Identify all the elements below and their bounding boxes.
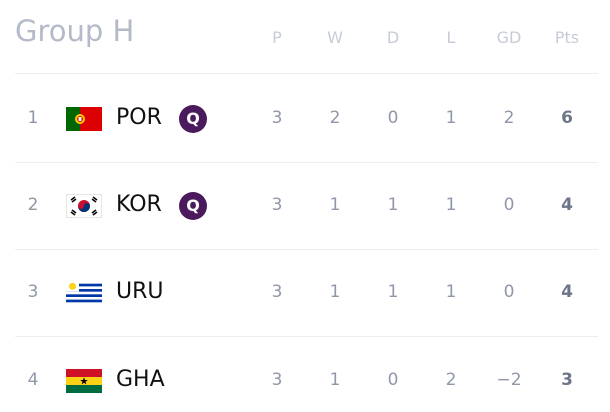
stat-cell: 0: [503, 195, 515, 215]
qualified-badge: Q: [179, 105, 207, 133]
column-header: Pts: [554, 28, 580, 47]
stat-cell: 0: [387, 370, 399, 390]
rank: 1: [27, 108, 39, 128]
column-header: W: [327, 28, 343, 47]
stat-cell: 0: [387, 108, 399, 128]
column-header: P: [272, 28, 282, 47]
stat-cell: 1: [445, 108, 457, 128]
column-header: L: [446, 28, 456, 47]
rank: 4: [27, 370, 39, 390]
stat-cell: −2: [496, 370, 522, 390]
header-separator: [15, 73, 598, 74]
stat-cell: 6: [561, 108, 573, 128]
team-flag: [66, 194, 102, 218]
stat-cell: 3: [271, 108, 283, 128]
stat-cell: 2: [445, 370, 457, 390]
stat-cell: 4: [561, 195, 573, 215]
stat-cell: 3: [271, 370, 283, 390]
stat-cell: 1: [387, 282, 399, 302]
column-header: D: [386, 28, 400, 47]
row-separator: [15, 162, 598, 163]
team-flag: [66, 369, 102, 393]
row-separator: [15, 336, 598, 337]
row-separator: [15, 249, 598, 250]
qualified-badge: Q: [179, 192, 207, 220]
team-name: POR: [116, 105, 162, 130]
stat-cell: 2: [503, 108, 515, 128]
group-title: Group H: [15, 14, 135, 48]
team-flag: [66, 107, 102, 131]
column-header: GD: [496, 28, 522, 47]
stat-cell: 3: [271, 195, 283, 215]
stat-cell: 3: [561, 370, 573, 390]
stat-cell: 1: [329, 370, 341, 390]
stat-cell: 1: [387, 195, 399, 215]
rank: 2: [27, 195, 39, 215]
rank: 3: [27, 282, 39, 302]
stat-cell: 3: [271, 282, 283, 302]
stat-cell: 1: [329, 282, 341, 302]
team-flag: [66, 281, 102, 305]
team-name: KOR: [116, 192, 162, 217]
stat-cell: 1: [329, 195, 341, 215]
team-name: URU: [116, 279, 164, 304]
stat-cell: 0: [503, 282, 515, 302]
stat-cell: 1: [445, 282, 457, 302]
team-name: GHA: [116, 367, 165, 392]
stat-cell: 4: [561, 282, 573, 302]
stat-cell: 1: [445, 195, 457, 215]
stat-cell: 2: [329, 108, 341, 128]
